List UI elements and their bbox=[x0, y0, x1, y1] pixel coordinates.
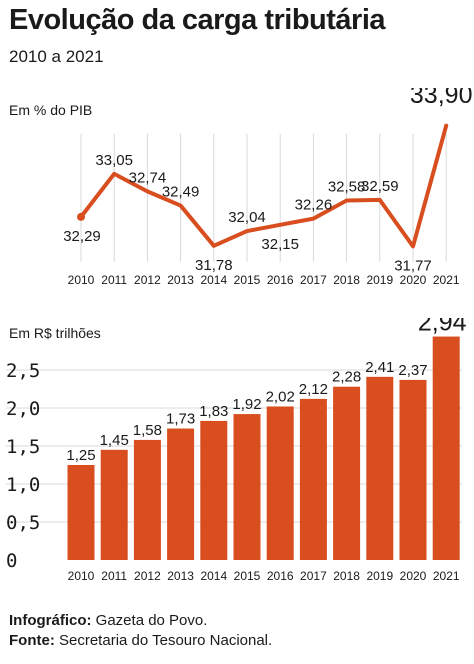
bar bbox=[67, 465, 95, 560]
bar-y-tick-label: 0,5 bbox=[6, 512, 40, 534]
line-ylabel: Em % do PIB bbox=[9, 102, 92, 118]
bar bbox=[333, 386, 361, 560]
source-label: Fonte: bbox=[9, 632, 55, 649]
bar-data-label: 2,41 bbox=[365, 359, 394, 376]
footer-source: Fonte: Secretaria do Tesouro Nacional. bbox=[9, 632, 272, 649]
bar-data-label: 1,73 bbox=[166, 411, 195, 428]
bar bbox=[200, 420, 228, 560]
infographic-label: Infográfico: bbox=[9, 612, 92, 629]
bar-x-tick-label: 2021 bbox=[433, 569, 460, 583]
bar bbox=[100, 449, 128, 560]
line-x-tick-label: 2015 bbox=[234, 273, 261, 287]
line-data-label: 32,29 bbox=[63, 228, 101, 245]
page-title: Evolução da carga tributária bbox=[9, 4, 386, 36]
bar-y-tick-label: 2,0 bbox=[6, 398, 40, 420]
line-x-tick-label: 2010 bbox=[68, 273, 95, 287]
bar-data-label: 1,45 bbox=[100, 432, 129, 449]
bar bbox=[266, 406, 294, 560]
bar-x-tick-label: 2019 bbox=[366, 569, 393, 583]
line-x-tick-label: 2014 bbox=[200, 273, 227, 287]
line-data-label: 32,58 bbox=[328, 178, 366, 195]
bar-x-tick-label: 2014 bbox=[200, 569, 227, 583]
bar bbox=[399, 379, 427, 560]
line-x-tick-label: 2018 bbox=[333, 273, 360, 287]
bar-ylabel: Em R$ trilhões bbox=[9, 325, 101, 341]
bar-x-tick-label: 2013 bbox=[167, 569, 194, 583]
bar-y-tick-label: 2,5 bbox=[6, 360, 40, 382]
infographic-value: Gazeta do Povo. bbox=[95, 612, 208, 629]
line-data-label: 31,78 bbox=[195, 257, 233, 274]
bar-data-label: 1,25 bbox=[66, 447, 95, 464]
bar-x-tick-label: 2010 bbox=[68, 569, 95, 583]
bar bbox=[432, 336, 460, 560]
line-data-label: 32,74 bbox=[129, 169, 167, 186]
line-data-label: 32,04 bbox=[228, 209, 266, 226]
bar-x-tick-label: 2011 bbox=[101, 569, 127, 583]
bar-data-label: 2,37 bbox=[398, 362, 427, 379]
bar-x-tick-label: 2018 bbox=[333, 569, 360, 583]
line-x-tick-label: 2013 bbox=[167, 273, 194, 287]
line-data-label: 33,90 bbox=[410, 88, 473, 109]
footer-infographic: Infográfico: Gazeta do Povo. bbox=[9, 612, 207, 629]
bar bbox=[133, 439, 161, 560]
line-series bbox=[79, 123, 449, 249]
bar-data-label: 1,83 bbox=[199, 403, 228, 420]
bar-data-label: 1,58 bbox=[133, 422, 162, 439]
bar-x-tick-label: 2012 bbox=[134, 569, 161, 583]
line-x-tick-label: 2020 bbox=[400, 273, 427, 287]
page-subtitle: 2010 a 2021 bbox=[9, 47, 104, 66]
bar-data-label: 2,12 bbox=[299, 381, 328, 398]
bar-y-tick-label: 1,0 bbox=[6, 474, 40, 496]
bar-data-label: 2,94 bbox=[418, 318, 467, 337]
bar bbox=[233, 414, 261, 560]
line-x-tick-label: 2016 bbox=[267, 273, 294, 287]
line-data-label: 32,59 bbox=[361, 178, 399, 195]
bar-chart: Em R$ trilhões00,51,01,52,02,51,251,451,… bbox=[6, 318, 467, 583]
bar-data-label: 1,92 bbox=[232, 396, 261, 413]
bar-y-tick-label: 1,5 bbox=[6, 436, 40, 458]
bar-y-tick-label: 0 bbox=[6, 550, 17, 572]
bar-x-tick-label: 2016 bbox=[267, 569, 294, 583]
line-x-tick-label: 2021 bbox=[433, 273, 460, 287]
line-data-label: 32,26 bbox=[295, 197, 333, 214]
line-x-tick-label: 2012 bbox=[134, 273, 161, 287]
bar-x-tick-label: 2015 bbox=[234, 569, 261, 583]
line-x-tick-label: 2017 bbox=[300, 273, 327, 287]
source-value: Secretaria do Tesouro Nacional. bbox=[59, 632, 273, 649]
line-data-label: 33,05 bbox=[95, 152, 133, 169]
bar-x-tick-label: 2020 bbox=[400, 569, 427, 583]
bar-x-tick-label: 2017 bbox=[300, 569, 327, 583]
line-point bbox=[77, 212, 85, 221]
line-x-tick-label: 2011 bbox=[101, 273, 127, 287]
bar bbox=[366, 376, 394, 560]
line-x-tick-label: 2019 bbox=[366, 273, 393, 287]
bar bbox=[167, 428, 195, 560]
bar-data-label: 2,02 bbox=[266, 388, 295, 405]
bar-data-label: 2,28 bbox=[332, 369, 361, 386]
bar bbox=[299, 398, 327, 560]
line-data-label: 32,49 bbox=[162, 184, 200, 201]
line-data-label: 32,15 bbox=[261, 236, 299, 253]
line-data-label: 31,77 bbox=[394, 257, 432, 274]
